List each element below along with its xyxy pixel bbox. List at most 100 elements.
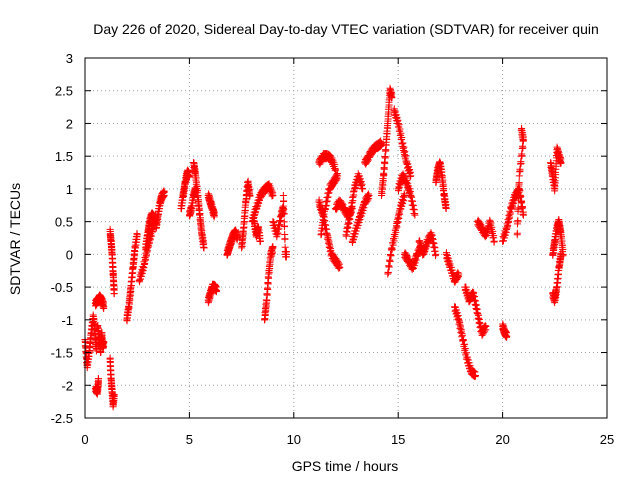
data-point-marker <box>377 139 385 147</box>
data-point-marker <box>393 113 401 121</box>
data-point-marker <box>254 202 262 210</box>
data-point-marker <box>514 207 522 215</box>
series-arc-20 <box>261 242 277 324</box>
data-point-marker <box>356 216 364 224</box>
data-point-marker <box>213 286 221 294</box>
data-point-marker <box>255 199 263 207</box>
data-point-marker <box>509 199 517 207</box>
y-tick-label: -2 <box>61 378 73 393</box>
y-tick-label: -1 <box>61 313 73 328</box>
series-arc-45 <box>549 216 567 260</box>
series-arc-30 <box>377 84 396 199</box>
data-point-marker <box>519 137 527 145</box>
series-arc-42 <box>513 125 527 239</box>
data-point-marker <box>142 251 150 259</box>
series-arc-31 <box>390 105 415 180</box>
series-arc-15 <box>204 280 221 307</box>
series-arc-29 <box>361 137 385 168</box>
series-arc-28 <box>348 190 373 247</box>
axis-ticks <box>84 57 608 419</box>
tick-labels: -2.5 -2 -1.5 -1 -0.5 0 0.5 1 1.5 2 2.5 3 0 5 10 15 20 25 <box>51 51 615 447</box>
data-point-marker <box>505 213 513 221</box>
y-tick-label: -2.5 <box>51 411 73 426</box>
data-point-marker <box>519 211 527 219</box>
data-point-marker <box>110 391 118 399</box>
series-arc-17 <box>238 177 254 252</box>
data-point-marker <box>110 290 118 298</box>
data-point-marker <box>504 222 512 230</box>
series-arc-39 <box>461 283 490 339</box>
data-point-marker <box>100 339 108 347</box>
series-arc-40 <box>474 216 498 246</box>
series-arc-16 <box>223 226 241 259</box>
data-point-marker <box>398 133 406 141</box>
data-point-marker <box>282 250 290 258</box>
series-arc-38 <box>451 303 479 381</box>
data-point-marker <box>349 236 357 244</box>
data-point-marker <box>210 211 218 219</box>
data-point-marker <box>133 231 141 239</box>
data-point-marker <box>269 244 277 252</box>
data-points <box>81 84 567 411</box>
data-point-marker <box>280 197 288 205</box>
x-tick-label: 10 <box>287 432 301 447</box>
data-point-marker <box>390 105 398 113</box>
data-point-marker <box>391 108 399 116</box>
data-point-marker <box>388 245 396 253</box>
data-point-marker <box>440 185 448 193</box>
data-point-marker <box>488 223 496 231</box>
data-point-marker <box>281 235 289 243</box>
data-point-marker <box>387 252 395 260</box>
series-arc-07 <box>123 230 141 325</box>
data-point-marker <box>505 217 513 225</box>
series-arc-23 <box>315 150 340 175</box>
data-point-marker <box>391 233 399 241</box>
series-arc-14 <box>204 190 218 221</box>
data-point-marker <box>142 255 150 263</box>
data-point-marker <box>253 205 261 213</box>
data-point-marker <box>388 93 396 101</box>
y-tick-label: -0.5 <box>51 280 73 295</box>
series-arc-27 <box>342 170 367 240</box>
data-point-marker <box>384 269 392 277</box>
series-arc-10 <box>152 187 168 232</box>
data-point-marker <box>280 210 288 218</box>
data-point-marker <box>200 244 208 252</box>
data-point-marker <box>396 125 404 133</box>
data-point-marker <box>516 160 524 168</box>
y-tick-label: 2.5 <box>55 84 73 99</box>
data-point-marker <box>482 322 490 330</box>
data-point-marker <box>455 270 463 278</box>
data-point-marker <box>442 205 450 213</box>
data-point-marker <box>516 187 524 195</box>
y-axis-label: SDTVAR / TECUs <box>7 183 23 295</box>
data-point-marker <box>386 257 394 265</box>
data-point-marker <box>334 172 342 180</box>
data-point-marker <box>514 220 522 228</box>
data-point-marker <box>246 191 254 199</box>
data-point-marker <box>489 227 497 235</box>
data-point-marker <box>146 236 154 244</box>
data-point-marker <box>460 336 468 344</box>
data-point-marker <box>517 152 525 160</box>
series-arc-06 <box>106 225 118 298</box>
series-arc-05 <box>106 354 118 411</box>
data-point-marker <box>381 154 389 162</box>
data-point-marker <box>336 263 344 271</box>
data-point-marker <box>471 371 479 379</box>
series-arc-43 <box>499 320 511 341</box>
data-point-marker <box>397 129 405 137</box>
series-arc-02 <box>91 375 103 398</box>
data-point-marker <box>332 165 340 173</box>
x-tick-label: 15 <box>391 432 405 447</box>
data-point-marker <box>462 349 470 357</box>
series-arc-32 <box>384 190 408 278</box>
series-arc-37 <box>442 249 463 286</box>
series-arc-13 <box>190 159 208 252</box>
series-arc-33 <box>394 170 419 219</box>
x-axis-label: GPS time / hours <box>292 458 399 474</box>
data-point-marker <box>385 263 393 271</box>
series-arc-36 <box>432 158 450 213</box>
data-point-marker <box>269 191 277 199</box>
data-point-marker <box>518 144 526 152</box>
